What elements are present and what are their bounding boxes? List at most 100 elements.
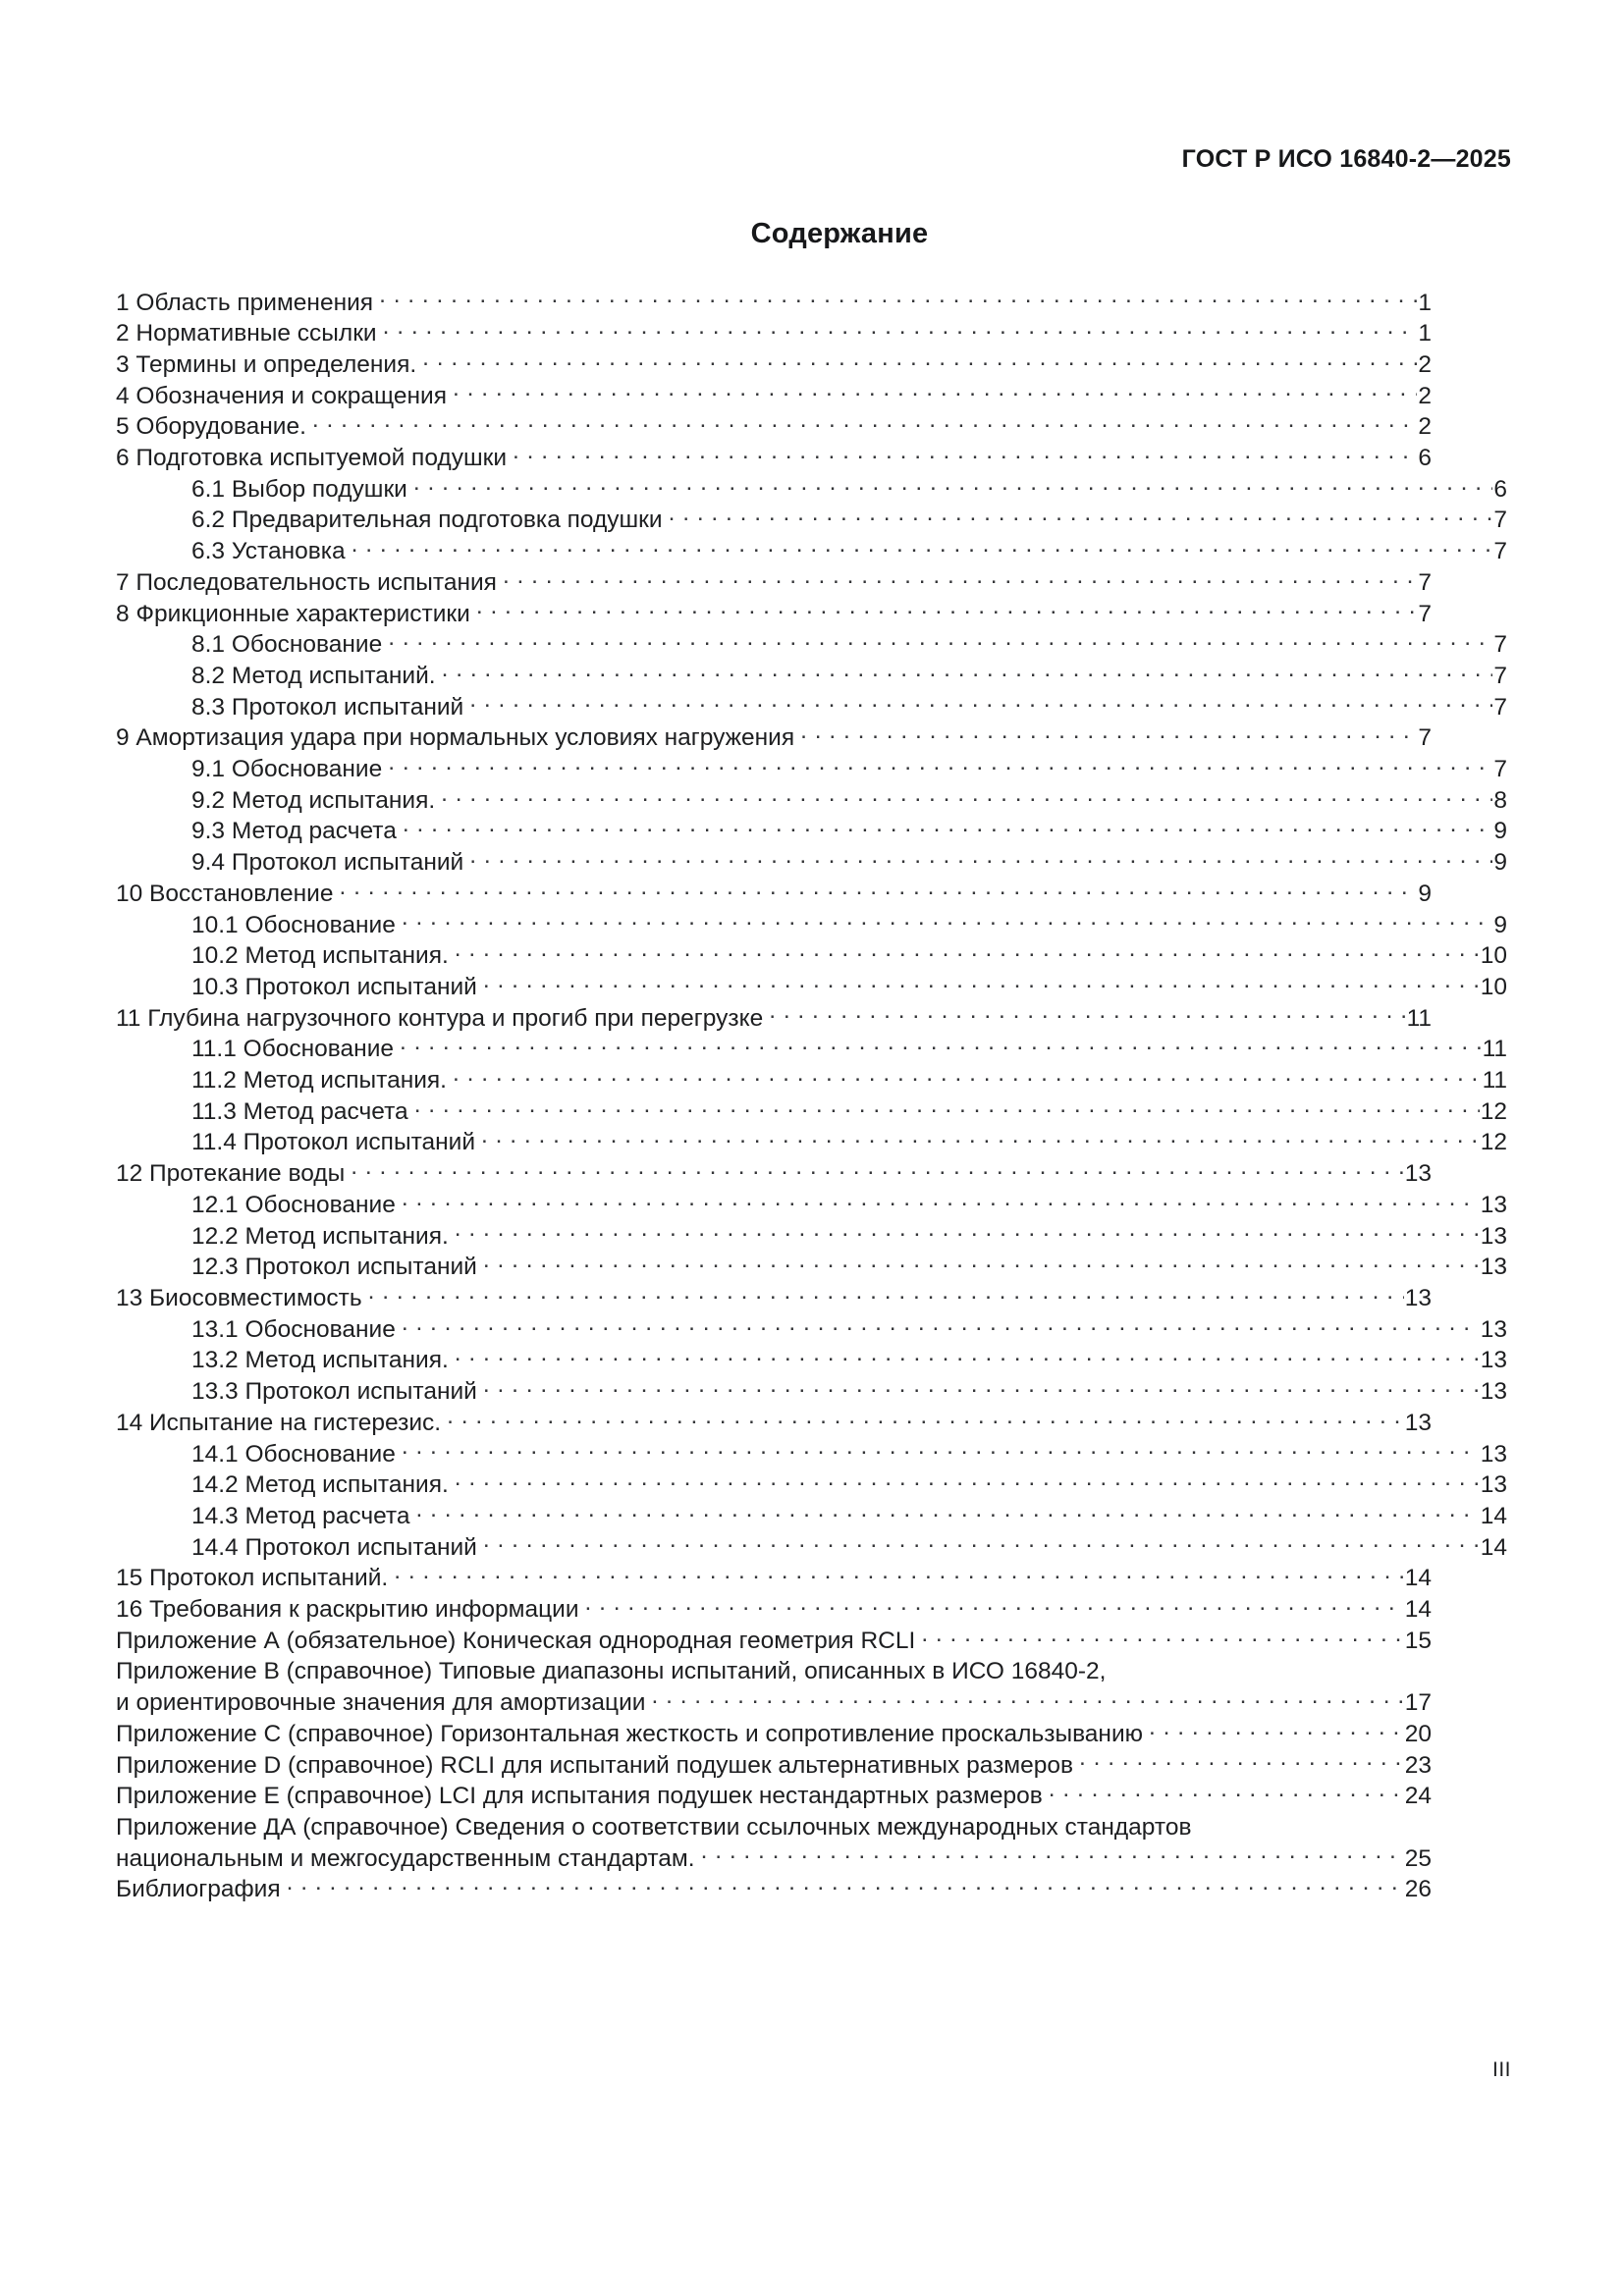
toc-dot-leader [447, 1406, 1404, 1430]
toc-entry[interactable]: 11.4 Протокол испытаний 12 [116, 1126, 1507, 1157]
toc-entry[interactable]: 11 Глубина нагрузочного контура и прогиб… [116, 1001, 1432, 1033]
toc-dot-leader [383, 317, 1418, 342]
toc-entry-label: Приложение ДА (справочное) Сведения о со… [116, 1813, 1192, 1841]
toc-entry[interactable]: 10.1 Обоснование 9 [116, 908, 1507, 939]
toc-entry[interactable]: 6 Подготовка испытуемой подушки 6 [116, 442, 1432, 473]
toc-entry[interactable]: 16 Требования к раскрытию информации 14 [116, 1593, 1432, 1625]
toc-entry-label: 10.1 Обоснование [191, 911, 396, 938]
toc-entry-page-number: 13 [1404, 1409, 1432, 1436]
toc-entry-page-number: 13 [1404, 1285, 1432, 1311]
toc-entry-page-number: 13 [1480, 1378, 1507, 1406]
toc-entry-page-number: 6 [1493, 475, 1507, 503]
toc-dot-leader [921, 1624, 1403, 1648]
toc-entry[interactable]: 10.3 Протокол испытаний 10 [116, 970, 1507, 1001]
toc-entry[interactable]: 14.1 Обоснование 13 [116, 1437, 1507, 1468]
toc-entry-page-number: 12 [1480, 1129, 1507, 1156]
toc-entry[interactable]: Приложение Е (справочное) LCI для испыта… [116, 1780, 1432, 1811]
toc-entry[interactable]: 9 Амортизация удара при нормальных услов… [116, 721, 1432, 753]
toc-entry[interactable]: 6.1 Выбор подушки 6 [116, 472, 1507, 504]
toc-entry[interactable]: Приложение А (обязательное) Коническая о… [116, 1624, 1432, 1655]
toc-entry[interactable]: 8.3 Протокол испытаний 7 [116, 690, 1507, 721]
toc-entry-page-number: 13 [1480, 1254, 1507, 1281]
toc-entry[interactable]: 14.2 Метод испытания. 13 [116, 1468, 1507, 1500]
toc-dot-leader [1149, 1717, 1404, 1741]
toc-entry[interactable]: 9.1 Обоснование 7 [116, 753, 1507, 784]
toc-entry[interactable]: Приложение ДА (справочное) Сведения о со… [116, 1810, 1432, 1872]
toc-entry-label: 14.4 Протокол испытаний [191, 1533, 477, 1561]
toc-entry[interactable]: 15 Протокол испытаний. 14 [116, 1562, 1432, 1593]
toc-entry-page-number: 7 [1493, 538, 1507, 565]
toc-entry-page-number: 11 [1482, 1036, 1507, 1063]
toc-entry[interactable]: 10 Восстановление 9 [116, 877, 1432, 908]
toc-entry[interactable]: 6.3 Установка 7 [116, 535, 1507, 566]
toc-entry[interactable]: 12 Протекание воды 13 [116, 1157, 1432, 1189]
toc-entry[interactable]: 9.4 Протокол испытаний 9 [116, 846, 1507, 878]
toc-entry[interactable]: 8.1 Обоснование 7 [116, 628, 1507, 660]
toc-entry-row: Приложение А (обязательное) Коническая о… [116, 1624, 1432, 1655]
toc-entry-page-number: 14 [1404, 1596, 1432, 1624]
toc-entry-page-number: 14 [1480, 1502, 1507, 1529]
toc-entry[interactable]: 6.2 Предварительная подготовка подушки 7 [116, 504, 1507, 535]
toc-entry[interactable]: 9.2 Метод испытания. 8 [116, 783, 1507, 815]
toc-entry[interactable]: Приложение D (справочное) RCLI для испыт… [116, 1748, 1432, 1780]
toc-entry[interactable]: 14.3 Метод расчета 14 [116, 1499, 1507, 1530]
toc-entry[interactable]: 14 Испытание на гистерезис. 13 [116, 1406, 1432, 1437]
toc-entry[interactable]: Приложение С (справочное) Горизонтальная… [116, 1717, 1432, 1748]
toc-dot-leader [388, 628, 1492, 653]
toc-entry-page-number: 9 [1418, 880, 1432, 907]
toc-entry-row: Библиография 26 [116, 1873, 1432, 1904]
toc-entry[interactable]: 14.4 Протокол испытаний 14 [116, 1530, 1507, 1562]
toc-entry[interactable]: 8.2 Метод испытаний. 7 [116, 659, 1507, 690]
toc-entry[interactable]: 9.3 Метод расчета 9 [116, 815, 1507, 846]
toc-entry-page-number: 7 [1493, 756, 1507, 783]
toc-entry[interactable]: 13 Биосовместимость 13 [116, 1282, 1432, 1313]
toc-entry-page-number: 13 [1480, 1191, 1507, 1218]
toc-entry[interactable]: 8 Фрикционные характеристики 7 [116, 597, 1432, 628]
toc-dot-leader [312, 410, 1417, 435]
toc-entry[interactable]: 13.1 Обоснование 13 [116, 1312, 1507, 1344]
toc-entry[interactable]: 12.1 Обоснование 13 [116, 1188, 1507, 1219]
toc-entry[interactable]: 13.3 Протокол испытаний 13 [116, 1375, 1507, 1407]
toc-entry[interactable]: 4 Обозначения и сокращения 2 [116, 379, 1432, 410]
toc-entry[interactable]: 13.2 Метод испытания. 13 [116, 1344, 1507, 1375]
toc-entry-row: Приложение ДА (справочное) Сведения о со… [116, 1810, 1432, 1842]
toc-dot-leader [402, 1188, 1480, 1212]
toc-dot-leader [483, 970, 1480, 994]
toc-entry-row: 12.2 Метод испытания. 13 [116, 1219, 1507, 1251]
toc-entry[interactable]: 2 Нормативные ссылки 1 [116, 317, 1432, 348]
toc-entry-label-continuation: и ориентировочные значения для амортизац… [116, 1689, 646, 1717]
toc-entry-page-number: 13 [1480, 1222, 1507, 1250]
toc-entry-label: 2 Нормативные ссылки [116, 320, 377, 347]
toc-entry-row: 13.3 Протокол испытаний 13 [116, 1375, 1507, 1407]
toc-entry[interactable]: Библиография 26 [116, 1873, 1432, 1904]
toc-entry-page-number: 12 [1480, 1097, 1507, 1125]
toc-dot-leader [413, 472, 1492, 497]
toc-entry[interactable]: 3 Термины и определения. 2 [116, 347, 1432, 379]
toc-entry-row-continuation: национальным и межгосударственным станда… [116, 1842, 1432, 1873]
toc-entry[interactable]: 11.1 Обоснование 11 [116, 1033, 1507, 1064]
toc-entry-row: 11.3 Метод расчета 12 [116, 1095, 1507, 1126]
toc-dot-leader [1197, 1810, 1432, 1835]
toc-entry[interactable]: 10.2 Метод испытания. 10 [116, 939, 1507, 971]
toc-entry[interactable]: 1 Область применения 1 [116, 286, 1432, 317]
toc-entry[interactable]: 11.2 Метод испытания. 11 [116, 1064, 1507, 1095]
toc-dot-leader [483, 1251, 1480, 1275]
toc-entry-row: 14 Испытание на гистерезис. 13 [116, 1406, 1432, 1437]
toc-entry[interactable]: 5 Оборудование. 2 [116, 410, 1432, 442]
toc-dot-leader [287, 1873, 1404, 1897]
toc-entry[interactable]: 11.3 Метод расчета 12 [116, 1095, 1507, 1126]
toc-entry[interactable]: 12.2 Метод испытания. 13 [116, 1219, 1507, 1251]
toc-dot-leader [481, 1126, 1480, 1150]
toc-entry-page-number: 26 [1404, 1876, 1432, 1903]
toc-entry-row: 10.1 Обоснование 9 [116, 908, 1507, 939]
toc-entry[interactable]: 12.3 Протокол испытаний 13 [116, 1251, 1507, 1282]
toc-entry[interactable]: Приложение В (справочное) Типовые диапаз… [116, 1655, 1432, 1717]
toc-entry[interactable]: 7 Последовательность испытания 7 [116, 565, 1432, 597]
page-title-text: Содержание [750, 218, 929, 249]
toc-entry-row: 9.3 Метод расчета 9 [116, 815, 1507, 846]
toc-entry-row: 14.3 Метод расчета 14 [116, 1499, 1507, 1530]
toc-entry-page-number: 13 [1480, 1440, 1507, 1468]
toc-entry-page-number: 8 [1493, 786, 1507, 814]
toc-dot-leader [651, 1686, 1403, 1711]
toc-entry-label: 11.2 Метод испытания. [191, 1067, 447, 1095]
